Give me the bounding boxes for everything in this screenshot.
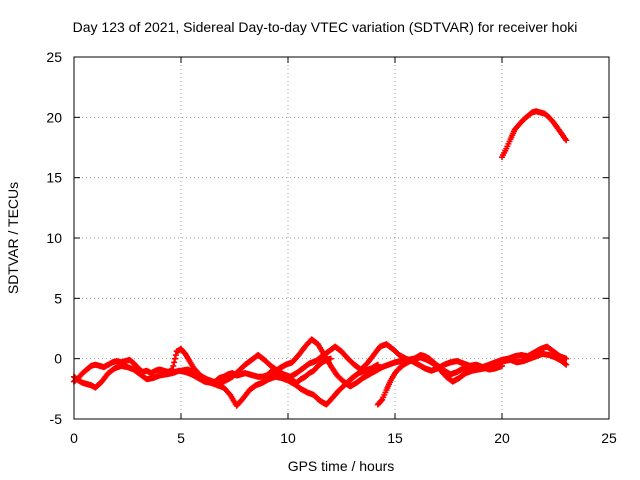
data-point-track-3-397	[563, 355, 570, 362]
y-tick-label-2: 5	[54, 290, 62, 306]
data-point-track-1-106	[172, 352, 179, 359]
grid-layer	[74, 57, 609, 419]
x-tick-label-3: 15	[387, 430, 403, 446]
data-point-track-5-129	[499, 362, 505, 369]
y-tick-label-5: 20	[46, 109, 62, 125]
series-layer	[71, 108, 570, 409]
data-point-track-4-312	[563, 361, 570, 368]
chart-title: Day 123 of 2021, Sidereal Day-to-day VTE…	[73, 19, 578, 35]
y-axis-label: SDTVAR / TECUs	[5, 182, 21, 294]
series-track-6	[499, 108, 570, 161]
y-tick-label-6: 25	[46, 49, 62, 65]
y-tick-label-1: 0	[54, 351, 62, 367]
x-tick-label-0: 0	[70, 430, 78, 446]
x-tick-label-4: 20	[494, 430, 510, 446]
x-tick-label-1: 5	[177, 430, 185, 446]
y-tick-label-4: 15	[46, 170, 62, 186]
data-point-track-6-63	[563, 137, 570, 144]
tick-layer: 0 5 10 15 20 25 -5 0 5 10 15 20 25	[46, 49, 617, 446]
series-track-5	[374, 352, 505, 408]
y-tick-label-0: -5	[50, 411, 63, 427]
x-axis-label: GPS time / hours	[288, 458, 395, 474]
data-point-track-1-103	[170, 362, 177, 369]
data-point-track-1-104	[171, 359, 178, 366]
x-tick-label-2: 10	[280, 430, 296, 446]
data-point-track-5-4	[378, 397, 385, 404]
data-point-track-1-105	[172, 355, 179, 362]
series-track-2	[71, 361, 381, 409]
x-tick-label-5: 25	[601, 430, 617, 446]
data-point-track-4-311	[562, 360, 569, 367]
y-tick-label-3: 10	[46, 230, 62, 246]
